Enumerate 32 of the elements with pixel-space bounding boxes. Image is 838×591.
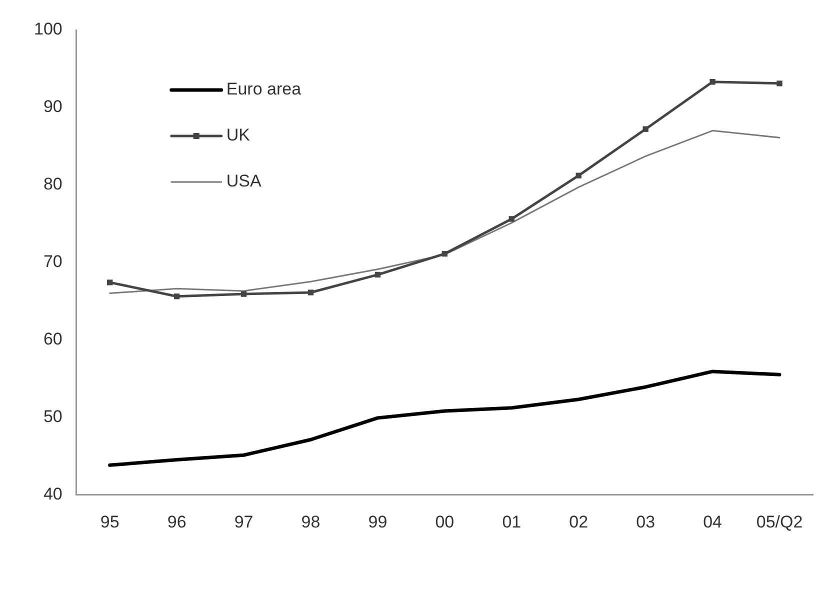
x-tick-label: 95 [100,512,120,532]
legend-label: USA [226,172,262,191]
point [240,291,247,297]
y-tick-label: 100 [34,20,62,39]
point [776,80,782,86]
x-tick-label: 03 [636,512,656,532]
point [308,290,314,296]
y-tick-label: 80 [43,174,62,194]
y-tick-label: 90 [43,97,62,116]
point [642,126,648,132]
x-tick-label: 02 [569,512,588,532]
point [374,272,381,278]
x-tick-label: 96 [167,512,186,532]
point [107,280,113,286]
x-tick-label: 04 [703,512,722,532]
y-tick-label: 40 [43,484,62,504]
legend-label: UK [226,126,251,145]
x-tick-label: 99 [368,512,388,532]
point [710,79,716,85]
point [442,250,448,257]
point [174,294,180,300]
y-tick-label: 70 [43,252,62,271]
y-tick-label: 50 [43,406,62,426]
point [576,172,582,178]
y-tick-label: 60 [43,329,62,348]
x-tick-label: 98 [301,512,320,532]
x-tick-label: 00 [435,512,454,532]
x-tick-label: 05/Q2 [756,512,803,532]
legend-label: Euro area [226,80,302,99]
x-tick-label: 97 [234,512,254,532]
point [508,216,514,222]
x-tick-label: 01 [502,512,522,532]
